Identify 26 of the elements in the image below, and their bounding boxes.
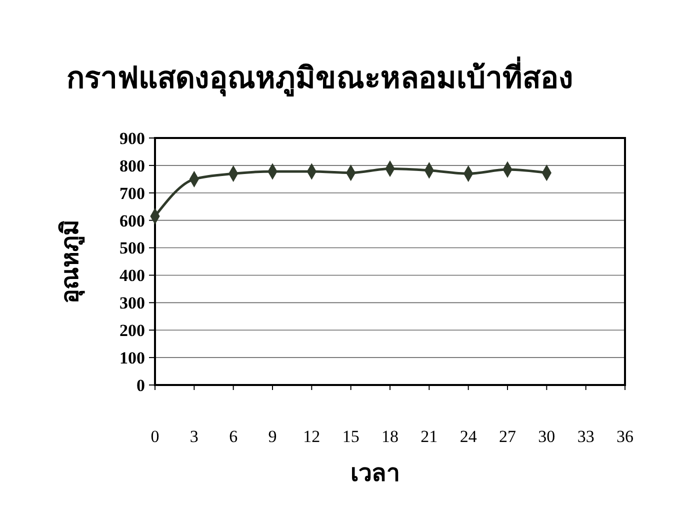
y-tick-label: 400 [120, 266, 145, 286]
x-tick-label: 33 [577, 427, 594, 446]
x-tick-label: 24 [460, 427, 478, 446]
y-tick-label: 700 [120, 184, 145, 203]
x-tick-label: 30 [538, 427, 556, 446]
chart-title: กราฟแสดงอุณหภูมิขณะหลอมเบ้าที่สอง [66, 56, 574, 97]
x-tick-label: 21 [420, 427, 438, 446]
x-tick-label: 6 [229, 427, 238, 446]
y-tick-label: 500 [120, 238, 145, 258]
y-tick-label: 300 [120, 294, 145, 313]
y-tick-label: 0 [136, 376, 145, 395]
x-tick-label: 27 [499, 427, 516, 446]
y-tick-label: 800 [120, 156, 145, 176]
x-tick-label: 18 [382, 427, 398, 446]
y-tick-label: 200 [120, 321, 145, 340]
x-tick-label: 12 [303, 427, 320, 446]
x-axis-title: เวลา [350, 461, 400, 487]
x-tick-label: 9 [268, 427, 277, 446]
x-tick-label: 15 [342, 427, 360, 446]
x-tick-label: 36 [616, 427, 634, 446]
y-tick-label: 100 [120, 348, 145, 368]
y-axis-title: อุณหภูมิ [58, 220, 86, 304]
y-tick-label: 600 [120, 211, 145, 230]
x-tick-label: 3 [190, 427, 198, 446]
x-tick-label: 0 [150, 427, 160, 446]
y-tick-label: 900 [120, 128, 145, 148]
